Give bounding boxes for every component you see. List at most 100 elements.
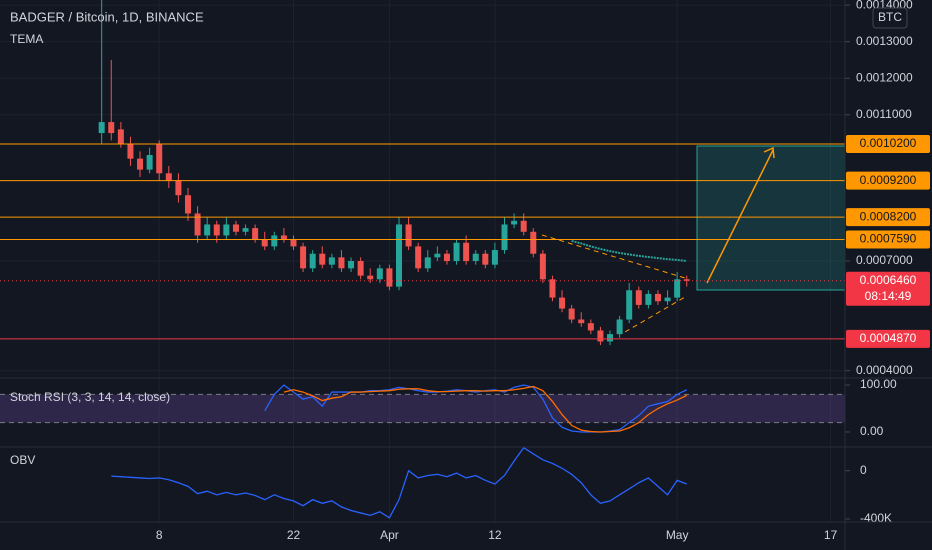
candle-body	[549, 279, 556, 298]
candle-body	[108, 122, 115, 134]
candle-body	[482, 253, 489, 265]
candle-body	[328, 257, 335, 265]
price-level-tag	[846, 208, 930, 227]
currency[interactable]: BTC	[878, 10, 902, 24]
price-level-tag	[846, 135, 930, 154]
candle-body	[559, 297, 566, 309]
y-tick-label: 0.0007000	[856, 253, 913, 267]
candle-body	[683, 279, 690, 281]
price-level-label: 0.0008200	[860, 209, 917, 223]
arrow-head	[763, 146, 775, 159]
price-level-label: 0.0004870	[860, 331, 917, 345]
obv-title: OBV	[10, 453, 35, 467]
candle-body	[175, 180, 182, 196]
stoch-title: Stoch RSI (3, 3, 14, 14, close)	[10, 390, 170, 404]
candle-body	[396, 224, 403, 287]
candle-body	[491, 250, 498, 265]
candle-body	[645, 293, 652, 305]
candle-body	[357, 261, 364, 276]
candle-body	[674, 279, 681, 298]
candle-body	[472, 253, 479, 262]
candle-body	[271, 235, 278, 247]
price-level-tag	[846, 329, 930, 348]
candle-body	[127, 144, 134, 159]
grid	[0, 0, 845, 522]
y-tick-label: 0.00	[860, 424, 884, 438]
price-level-tag	[846, 230, 930, 249]
indicator-label: TEMA	[10, 32, 43, 46]
y-tick-label: 0.0013000	[856, 34, 913, 48]
candle-body	[223, 224, 230, 236]
price-pane	[0, 0, 845, 346]
y-tick-label: 0.0004000	[856, 363, 913, 377]
candle-body	[242, 228, 249, 232]
candle-body	[654, 293, 661, 302]
candle-body	[300, 246, 307, 269]
candle-body	[252, 228, 259, 240]
x-tick-label: 8	[156, 528, 163, 542]
candle-body	[280, 235, 287, 240]
candle-body	[376, 268, 383, 280]
candle-body	[98, 122, 105, 134]
y-tick-label: 0.0011000	[856, 107, 912, 121]
arrow	[706, 149, 774, 284]
x-tick-label: May	[666, 528, 689, 542]
y-tick-label: 0	[860, 463, 867, 477]
price-level-label: 0.0010200	[860, 136, 917, 150]
y-tick-label: 0.0014000	[856, 0, 913, 11]
candle-body	[501, 224, 508, 251]
last-price-label: 0.0006460	[860, 273, 917, 287]
candle-body	[146, 155, 153, 170]
candle-body	[520, 220, 527, 232]
candle-body	[511, 220, 518, 225]
candle-body	[530, 231, 537, 254]
candle-body	[664, 297, 671, 302]
candle-body	[367, 275, 374, 280]
price-level-label: 0.0009200	[860, 173, 917, 187]
long-position	[696, 145, 846, 291]
symbol-title: BADGER / Bitcoin, 1D, BINANCE	[10, 9, 204, 24]
candle-body	[137, 158, 144, 170]
candle-body	[309, 253, 316, 269]
candle-body	[463, 242, 470, 262]
candle-body	[261, 239, 268, 247]
candle-body	[194, 213, 201, 236]
trend-line	[624, 296, 686, 333]
candle-body	[607, 334, 614, 342]
indicator-line	[111, 447, 687, 519]
candle-body	[578, 319, 585, 324]
candle-body	[386, 268, 393, 287]
obv-pane	[111, 447, 687, 519]
indicator-line	[264, 384, 688, 433]
candle-body	[165, 173, 172, 181]
currency-box[interactable]	[872, 7, 908, 29]
x-tick-label: 12	[488, 528, 502, 542]
x-tick-label: 22	[287, 528, 301, 542]
trend-line	[541, 234, 686, 279]
candle-body	[434, 253, 441, 258]
band-fill	[0, 394, 845, 423]
candle-body	[232, 224, 239, 232]
candle-body	[415, 246, 422, 269]
candle-body	[587, 323, 594, 331]
stoch-pane	[0, 384, 845, 433]
price-level-tag	[846, 171, 930, 190]
y-tick-label: 0.0012000	[856, 70, 913, 84]
candle-body	[635, 290, 642, 305]
indicator-line	[283, 385, 688, 433]
candle-body	[443, 253, 450, 262]
candle-body	[290, 239, 297, 247]
price-level-label: 0.0007590	[860, 232, 917, 246]
candle-body	[117, 129, 124, 145]
candle-body	[568, 308, 575, 320]
x-tick-label: Apr	[380, 528, 399, 542]
countdown: 08:14:49	[865, 289, 912, 303]
candle-body	[156, 144, 163, 174]
candle-body	[204, 224, 211, 236]
candle-body	[405, 224, 412, 247]
candle-body	[539, 253, 546, 280]
candle-body	[626, 290, 633, 320]
